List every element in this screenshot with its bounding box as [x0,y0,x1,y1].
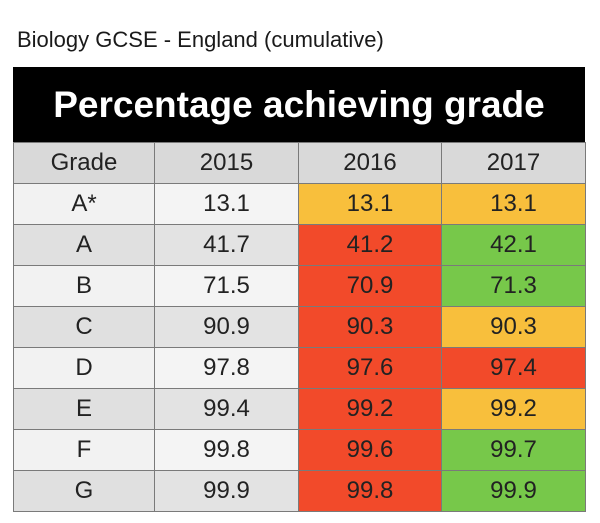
value-cell-2017: 99.7 [441,429,586,471]
value-cell-2015: 99.9 [154,470,299,512]
value-cell-2017: 71.3 [441,265,586,307]
grade-cell: B [13,265,155,307]
value-cell-2017: 99.9 [441,470,586,512]
column-header-2015: 2015 [154,142,299,184]
value-cell-2016: 41.2 [298,224,442,266]
value-cell-2015: 90.9 [154,306,299,348]
table-row: B 71.5 70.9 71.3 [13,265,586,307]
grade-cell: F [13,429,155,471]
column-header-2016: 2016 [298,142,442,184]
value-cell-2015: 97.8 [154,347,299,389]
table-title: Percentage achieving grade [13,67,585,142]
value-cell-2016: 99.6 [298,429,442,471]
table-row: G 99.9 99.8 99.9 [13,470,586,512]
value-cell-2016: 90.3 [298,306,442,348]
grade-cell: A* [13,183,155,225]
header-row: Grade 2015 2016 2017 [13,142,586,184]
grade-cell: C [13,306,155,348]
grade-table: Percentage achieving grade Grade 2015 20… [13,67,586,512]
table-body: A* 13.1 13.1 13.1 A 41.7 41.2 42.1 B 71.5 70.9 71.3… [13,183,586,512]
value-cell-2015: 13.1 [154,183,299,225]
table-row: E 99.4 99.2 99.2 [13,388,586,430]
chart-caption: Biology GCSE - England (cumulative) [17,27,384,52]
table-row: A* 13.1 13.1 13.1 [13,183,586,225]
table-row: A 41.7 41.2 42.1 [13,224,586,266]
value-cell-2017: 90.3 [441,306,586,348]
value-cell-2017: 99.2 [441,388,586,430]
column-header-grade: Grade [13,142,155,184]
grade-cell: A [13,224,155,266]
value-cell-2015: 71.5 [154,265,299,307]
table-row: D 97.8 97.6 97.4 [13,347,586,389]
column-header-2017: 2017 [441,142,586,184]
value-cell-2015: 99.4 [154,388,299,430]
value-cell-2015: 99.8 [154,429,299,471]
value-cell-2016: 99.8 [298,470,442,512]
value-cell-2016: 13.1 [298,183,442,225]
value-cell-2017: 13.1 [441,183,586,225]
grade-cell: E [13,388,155,430]
value-cell-2016: 70.9 [298,265,442,307]
value-cell-2017: 42.1 [441,224,586,266]
table-row: F 99.8 99.6 99.7 [13,429,586,471]
value-cell-2015: 41.7 [154,224,299,266]
grade-cell: D [13,347,155,389]
value-cell-2016: 97.6 [298,347,442,389]
table-row: C 90.9 90.3 90.3 [13,306,586,348]
grade-cell: G [13,470,155,512]
data-table: Grade 2015 2016 2017 A* 13.1 13.1 13.1 A 41.7… [13,142,586,512]
value-cell-2017: 97.4 [441,347,586,389]
value-cell-2016: 99.2 [298,388,442,430]
